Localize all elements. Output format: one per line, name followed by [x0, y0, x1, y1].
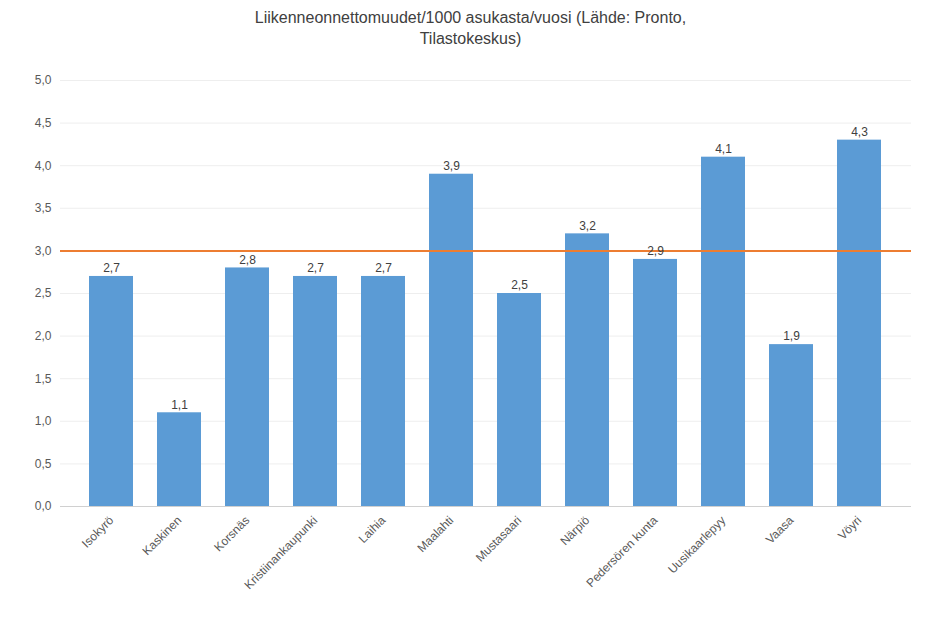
svg-text:2,5: 2,5 — [35, 286, 52, 300]
svg-text:5,0: 5,0 — [35, 73, 52, 87]
svg-text:2,0: 2,0 — [35, 329, 52, 343]
svg-text:2,7: 2,7 — [307, 261, 324, 275]
svg-text:Mustasaari: Mustasaari — [473, 513, 524, 564]
svg-text:0,5: 0,5 — [35, 456, 52, 470]
svg-text:4,1: 4,1 — [715, 142, 732, 156]
svg-text:2,7: 2,7 — [375, 261, 392, 275]
svg-text:Kristiinankaupunki: Kristiinankaupunki — [242, 513, 321, 592]
svg-text:Vaasa: Vaasa — [763, 513, 797, 547]
svg-text:2,7: 2,7 — [103, 261, 120, 275]
svg-text:1,0: 1,0 — [35, 414, 52, 428]
svg-text:3,5: 3,5 — [35, 201, 52, 215]
svg-text:4,5: 4,5 — [35, 116, 52, 130]
svg-text:Isokyrö: Isokyrö — [79, 513, 116, 550]
html-text:Liikenneonnettomuudet/1000 asu: Liikenneonnettomuudet/1000 asukasta/vuos… — [254, 9, 687, 47]
svg-text:3,0: 3,0 — [35, 243, 52, 257]
svg-text:1,5: 1,5 — [35, 371, 52, 385]
svg-text:4,0: 4,0 — [35, 158, 52, 172]
svg-text:2,8: 2,8 — [239, 252, 256, 266]
svg-text:4,3: 4,3 — [851, 125, 868, 139]
svg-text:Kaskinen: Kaskinen — [140, 513, 185, 558]
svg-text:3,9: 3,9 — [443, 159, 460, 173]
svg-text:Maalahti: Maalahti — [414, 513, 456, 555]
svg-text:Korsnäs: Korsnäs — [211, 513, 252, 554]
svg-text:0,0: 0,0 — [35, 499, 52, 513]
svg-text:2,5: 2,5 — [511, 278, 528, 292]
svg-text:Pedersören kunta: Pedersören kunta — [583, 513, 660, 590]
svg-text:Laihia: Laihia — [356, 513, 389, 546]
svg-text:1,1: 1,1 — [171, 397, 188, 411]
svg-text:Uusikaarlepyy: Uusikaarlepyy — [665, 513, 728, 576]
svg-text:3,2: 3,2 — [579, 218, 596, 232]
svg-text:Vöyri: Vöyri — [835, 513, 864, 542]
svg-text:Närpiö: Närpiö — [557, 513, 592, 548]
svg-text:2,9: 2,9 — [647, 244, 664, 258]
svg-text:1,9: 1,9 — [783, 329, 800, 343]
